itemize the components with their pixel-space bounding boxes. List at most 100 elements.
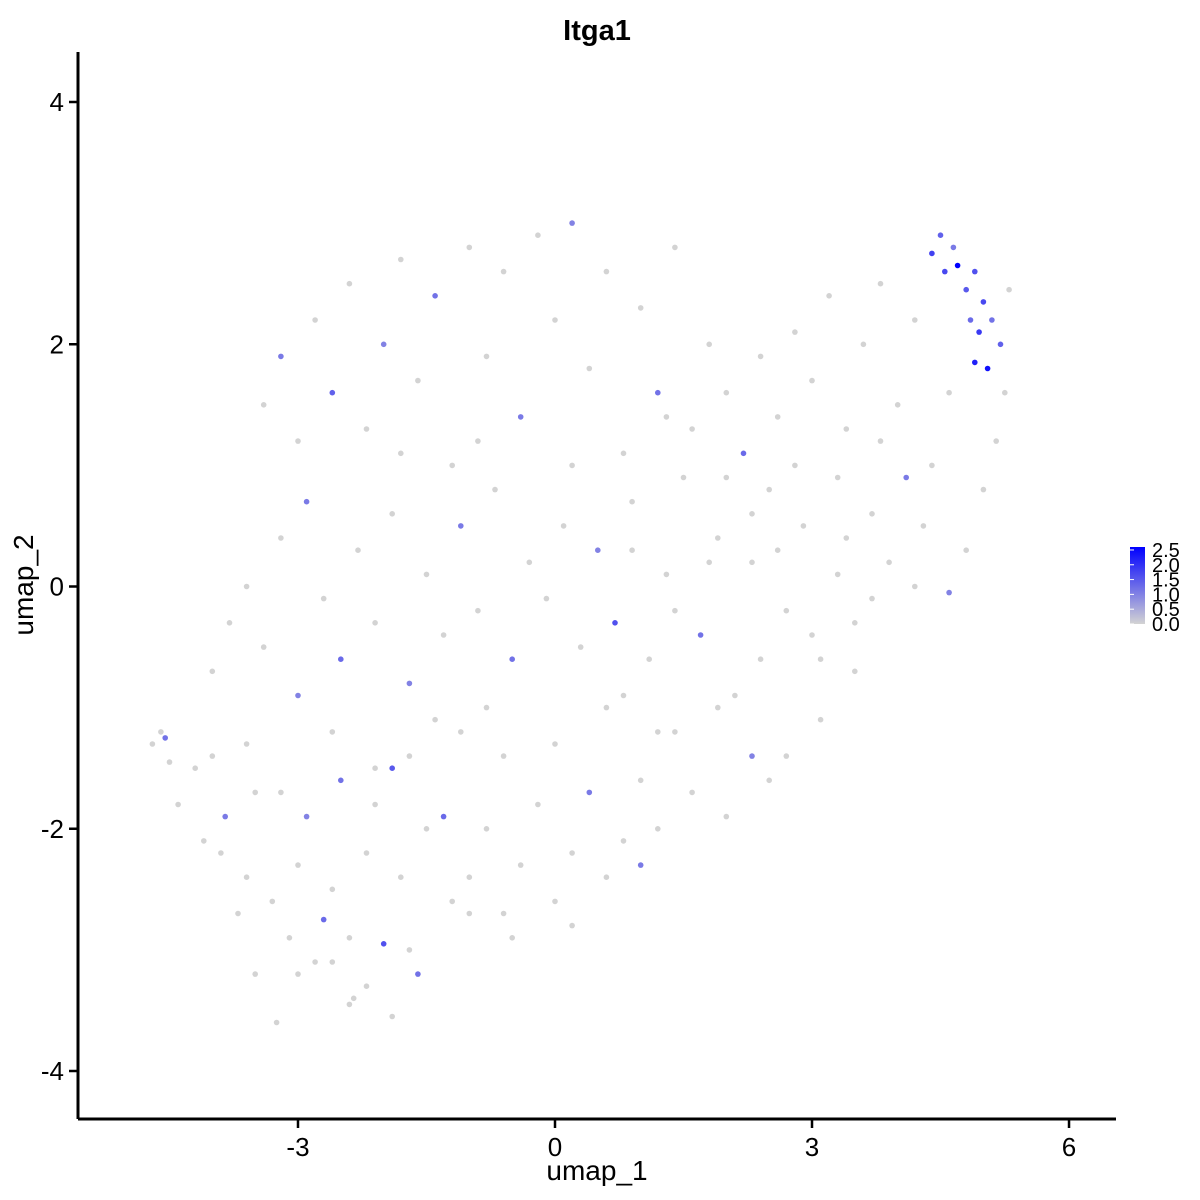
cell-point <box>389 1013 396 1020</box>
cell-point <box>603 874 610 880</box>
cell-point <box>766 777 772 784</box>
cell-point <box>972 359 978 366</box>
cell-point <box>843 426 850 432</box>
y-axis-title: umap_2 <box>8 534 39 635</box>
cell-point <box>269 898 276 905</box>
cell-point <box>817 716 824 723</box>
cell-point <box>398 874 404 880</box>
cell-point <box>586 789 593 796</box>
cell-point <box>166 759 173 765</box>
cell-point <box>320 595 327 602</box>
cell-point <box>723 389 730 396</box>
cell-point <box>440 632 447 638</box>
cell-point <box>312 317 318 323</box>
cell-point <box>749 753 755 759</box>
cell-point <box>543 595 550 602</box>
legend-label: 1.0 <box>1152 584 1180 606</box>
cell-point <box>929 250 935 257</box>
cell-point <box>612 620 618 626</box>
cell-point <box>483 704 490 711</box>
cell-point <box>440 813 447 820</box>
cell-point <box>192 765 198 771</box>
cell-point <box>972 268 978 275</box>
cell-point <box>689 789 695 796</box>
cell-point <box>363 983 370 989</box>
cell-point <box>303 498 310 505</box>
cell-point <box>637 305 644 311</box>
x-tick-label: 0 <box>548 1132 562 1162</box>
cell-point <box>984 365 991 372</box>
cell-point <box>740 450 747 457</box>
cell-point <box>783 753 790 759</box>
cell-point <box>483 353 490 360</box>
legend-label: 2.5 <box>1152 540 1180 562</box>
cell-point <box>637 777 644 784</box>
cell-point <box>595 547 601 553</box>
cell-point <box>346 935 353 941</box>
cell-point <box>697 632 704 638</box>
cell-point <box>483 826 490 832</box>
cell-point <box>517 862 524 868</box>
y-tick-label: 4 <box>50 87 64 117</box>
cell-point <box>423 571 430 578</box>
cell-point <box>432 716 438 723</box>
x-axis-ticks: -3 0 3 6 <box>286 1119 1076 1162</box>
cell-point <box>967 317 974 323</box>
cell-point <box>723 813 730 820</box>
cell-point <box>158 729 164 735</box>
cell-point <box>389 511 396 517</box>
cell-point <box>406 947 413 953</box>
cell-point <box>689 426 695 432</box>
cell-point <box>680 474 687 481</box>
cell-point <box>963 286 969 293</box>
cell-point <box>715 535 721 541</box>
cell-point <box>466 910 473 917</box>
cell-point <box>273 1019 280 1026</box>
cell-point <box>809 632 815 638</box>
cell-point <box>380 941 387 947</box>
cell-point <box>252 789 258 796</box>
cell-point <box>834 474 841 481</box>
legend-labels: 0.00.51.01.52.02.5 <box>1130 540 1180 636</box>
cell-point <box>757 656 764 662</box>
cell-point <box>877 438 884 444</box>
cell-point <box>346 280 353 287</box>
cell-point <box>894 402 901 408</box>
cell-point <box>209 753 216 759</box>
cell-point <box>475 438 481 444</box>
cell-point <box>1006 286 1012 293</box>
cell-point <box>946 389 952 396</box>
cell-point <box>766 486 772 493</box>
cell-point <box>552 741 558 747</box>
cell-point <box>993 438 999 444</box>
y-tick-label: 2 <box>50 329 64 359</box>
cell-point <box>260 644 267 650</box>
points-layer <box>149 220 1012 1026</box>
cell-point <box>903 474 909 481</box>
cell-point <box>869 511 875 517</box>
cell-point <box>852 668 858 675</box>
cell-point <box>749 511 755 517</box>
cell-point <box>912 317 918 323</box>
cell-point <box>800 523 807 529</box>
cell-point <box>620 450 627 457</box>
cell-point <box>235 910 241 917</box>
cell-point <box>989 317 995 323</box>
cell-point <box>569 220 575 226</box>
cell-point <box>706 559 712 566</box>
cell-point <box>980 299 987 305</box>
cell-point <box>672 607 678 614</box>
cell-point <box>552 317 558 323</box>
cell-point <box>749 559 755 566</box>
cell-point <box>783 607 790 614</box>
cell-point <box>843 535 850 541</box>
cell-point <box>329 729 336 735</box>
y-tick-label: -4 <box>41 1056 64 1086</box>
cell-point <box>278 789 284 796</box>
cell-point <box>569 850 575 856</box>
cell-point <box>655 826 661 832</box>
cell-point <box>346 1001 353 1008</box>
cell-point <box>792 329 798 335</box>
legend-label: 2.0 <box>1152 555 1180 577</box>
